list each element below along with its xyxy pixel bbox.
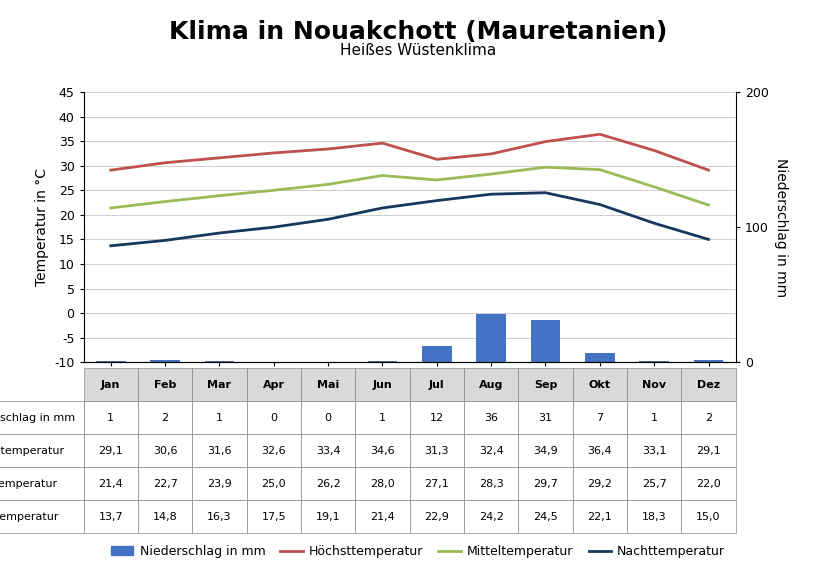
Bar [422,346,451,362]
Bar [205,361,234,362]
Bar [477,313,506,362]
Bar [96,361,125,362]
Bar [150,359,180,362]
Y-axis label: Temperatur in °C: Temperatur in °C [34,168,48,286]
Bar [368,361,397,362]
Bar [694,359,723,362]
Text: Heißes Wüstenklima: Heißes Wüstenklima [340,43,496,58]
Bar [531,320,560,362]
Bar [640,361,669,362]
Text: Klima in Nouakchott (Mauretanien): Klima in Nouakchott (Mauretanien) [169,20,667,44]
Legend: Niederschlag in mm, Höchsttemperatur, Mitteltemperatur, Nachttemperatur: Niederschlag in mm, Höchsttemperatur, Mi… [105,540,731,563]
Bar [585,353,614,362]
Y-axis label: Niederschlag in mm: Niederschlag in mm [774,158,788,297]
